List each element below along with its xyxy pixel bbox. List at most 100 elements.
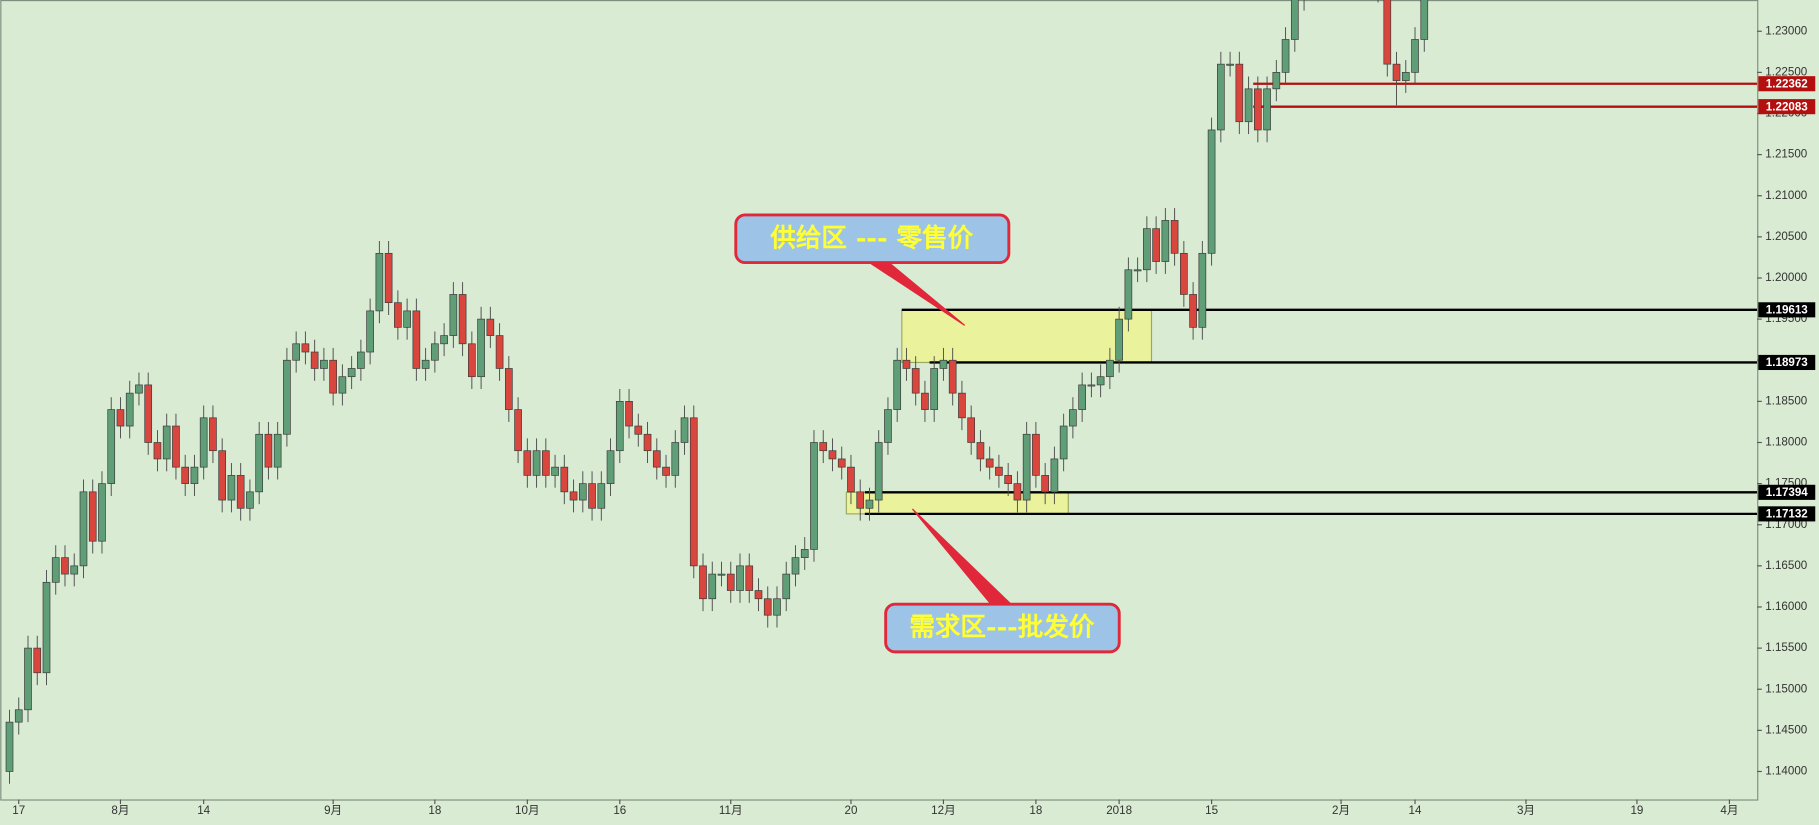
x-tick-label: 8月 xyxy=(111,804,129,817)
axes: 1.14000 1.14500 1.15000 1.15500 1.16000 1.165… xyxy=(12,24,1816,817)
candle-body xyxy=(264,433,273,468)
candle-body xyxy=(689,417,698,567)
candle-body xyxy=(273,433,282,468)
y-tick-label: 1.21500 xyxy=(1765,148,1807,161)
candle-body xyxy=(893,359,902,410)
candle-body xyxy=(791,557,800,575)
candle-body xyxy=(227,475,236,501)
level-label-bg xyxy=(1758,76,1816,92)
candle-body xyxy=(190,466,199,484)
candle-body xyxy=(680,417,689,443)
candle-body xyxy=(431,343,439,361)
candle-body xyxy=(1087,384,1096,387)
candle-body xyxy=(403,310,411,328)
candle-body xyxy=(14,709,23,723)
candle-body xyxy=(625,401,633,427)
candle-body xyxy=(1170,220,1179,254)
candle-body xyxy=(1004,475,1012,484)
candle-body xyxy=(1069,409,1077,427)
candle-body xyxy=(726,573,735,591)
candle-body xyxy=(1115,318,1123,361)
candle-body xyxy=(1198,252,1207,328)
candle-body xyxy=(329,359,337,394)
candle-body xyxy=(967,417,976,443)
x-tick-label: 18 xyxy=(428,804,441,817)
candle-body xyxy=(301,343,310,353)
candle-body xyxy=(1281,39,1290,73)
candle-body xyxy=(1180,252,1188,295)
candle-body xyxy=(1383,0,1392,65)
candle-body xyxy=(347,368,356,378)
y-tick-label: 1.18500 xyxy=(1765,394,1807,407)
candle-body xyxy=(1022,433,1031,501)
candle-body xyxy=(162,425,171,460)
candle-body xyxy=(209,417,217,452)
candle-body xyxy=(652,450,661,468)
candle-body xyxy=(449,294,458,336)
candle-body xyxy=(1050,458,1059,493)
candle-body xyxy=(588,483,596,509)
candle-body xyxy=(51,557,60,583)
candle-body xyxy=(33,647,42,674)
candle-body xyxy=(440,335,448,345)
level-label: 1.22362 xyxy=(1766,77,1808,90)
candle-body xyxy=(283,359,291,435)
candle-body xyxy=(1143,228,1151,271)
candle-body xyxy=(810,442,818,550)
x-tick-label: 3月 xyxy=(1517,804,1535,817)
zone xyxy=(901,309,1153,364)
candle-body xyxy=(255,433,264,493)
candle-body xyxy=(754,590,763,600)
candle-body xyxy=(615,401,624,452)
callout-box xyxy=(734,213,1011,265)
x-tick-label: 2018 xyxy=(1106,804,1132,817)
candle-body xyxy=(1032,433,1040,476)
x-tick-label: 17 xyxy=(12,804,25,817)
candle-body xyxy=(181,466,190,484)
candle-body xyxy=(1411,39,1419,73)
candle-body xyxy=(88,491,97,542)
candle-body xyxy=(1244,88,1253,123)
candle-body xyxy=(24,647,32,711)
candle-body xyxy=(135,384,143,394)
level-label-bg xyxy=(1758,99,1816,115)
level-label: 1.18973 xyxy=(1766,356,1809,369)
candle-body xyxy=(458,294,467,345)
candle-body xyxy=(930,368,939,410)
candle-body xyxy=(375,252,384,312)
candle-body xyxy=(1392,63,1401,81)
x-tick-label: 2月 xyxy=(1332,804,1350,817)
candle-body xyxy=(560,466,569,493)
candle-body xyxy=(338,376,347,394)
candle-body xyxy=(1235,63,1244,123)
candle-body xyxy=(1217,63,1225,131)
candle-body xyxy=(1096,376,1105,386)
candle-body xyxy=(246,491,254,509)
candle-body xyxy=(153,442,162,460)
y-tick-label: 1.22500 xyxy=(1765,65,1807,78)
candle-body xyxy=(958,392,966,419)
candle-body xyxy=(61,557,69,575)
y-tick-label: 1.16500 xyxy=(1765,559,1807,572)
candle-body xyxy=(320,359,328,369)
candle-body xyxy=(902,359,911,369)
candle-body xyxy=(523,450,532,476)
candle-body xyxy=(1420,0,1429,40)
level-label-bg xyxy=(1758,354,1816,371)
candle-body xyxy=(236,475,245,509)
candle-body xyxy=(42,581,51,674)
level-label-bg xyxy=(1758,506,1816,522)
candle-body xyxy=(1207,129,1216,254)
candle-body xyxy=(1189,294,1197,328)
candle-body xyxy=(1152,228,1160,262)
candle-body xyxy=(939,359,948,369)
candles xyxy=(5,0,1429,784)
candle-body xyxy=(763,598,772,616)
candle-body xyxy=(597,483,606,509)
candle-body xyxy=(578,483,587,501)
candle-body xyxy=(144,384,153,443)
candle-body xyxy=(847,466,855,493)
candle-body xyxy=(976,442,985,460)
